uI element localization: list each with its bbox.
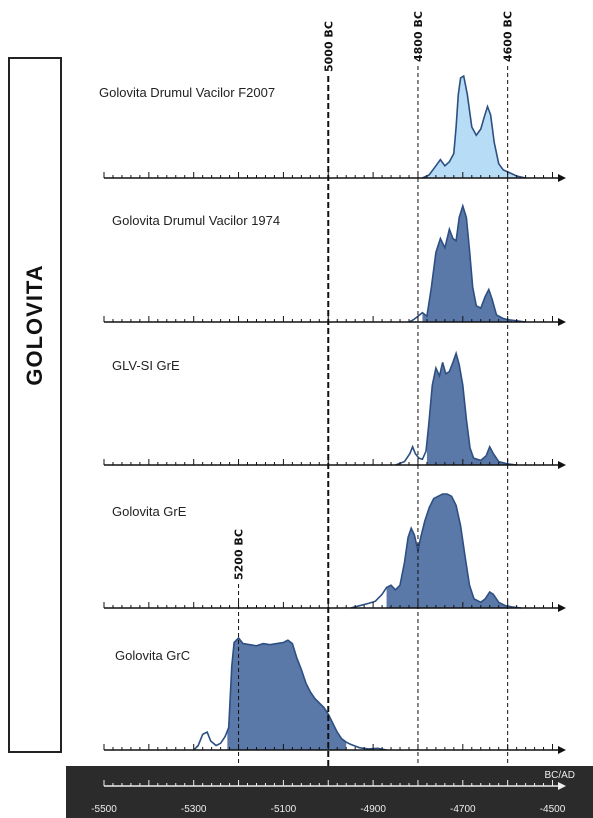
panel-title: Golovita GrC xyxy=(115,648,190,663)
panels-group: Golovita Drumul Vacilor F2007 Golovita Dr… xyxy=(99,74,566,754)
density-fill xyxy=(386,494,508,608)
density-curve xyxy=(422,74,526,179)
density-fill xyxy=(227,638,347,750)
reference-lines-overlay: 5000 BC 4800 BC 4600 BC 5200 BC xyxy=(233,11,515,766)
tick-label: -4700 xyxy=(450,804,476,815)
panel-title: GLV-SI GrE xyxy=(112,358,180,373)
panel-3: GLV-SI GrE xyxy=(103,350,566,469)
axis-title: BC/AD xyxy=(544,770,575,781)
site-label-box xyxy=(8,57,62,753)
panel-1: Golovita Drumul Vacilor F2007 xyxy=(99,74,566,182)
panel-5: Golovita GrC xyxy=(103,636,566,754)
reference-label: 4600 BC xyxy=(502,11,515,62)
panel-2: Golovita Drumul Vacilor 1974 xyxy=(103,203,566,326)
density-fill xyxy=(422,76,517,178)
reference-label: 5000 BC xyxy=(322,21,335,72)
tick-label: -4500 xyxy=(540,804,566,815)
axis-arrow xyxy=(558,746,566,754)
tick-label: -5100 xyxy=(271,804,297,815)
calendar-axis: -5500 -5300 -5100 -4900 -4700 -4500 BC/AD xyxy=(91,770,575,815)
axis-arrow xyxy=(558,782,566,790)
reference-label: 5200 BC xyxy=(233,529,246,580)
tick-label: -4900 xyxy=(360,804,386,815)
density-curve xyxy=(408,203,526,323)
panel-title: Golovita Drumul Vacilor F2007 xyxy=(99,85,275,100)
panel-title: Golovita Drumul Vacilor 1974 xyxy=(112,213,280,228)
density-curve xyxy=(350,493,522,609)
axis-arrow xyxy=(558,604,566,612)
axis-bar xyxy=(66,766,593,818)
density-curve xyxy=(395,350,517,466)
density-curve xyxy=(193,636,387,751)
tick-label: -5500 xyxy=(91,804,117,815)
panel-title: Golovita GrE xyxy=(112,504,187,519)
axis-arrow xyxy=(558,174,566,182)
panel-4: Golovita GrE xyxy=(103,493,566,612)
axis-arrow xyxy=(558,318,566,326)
axis-arrow xyxy=(558,461,566,469)
reference-label: 4800 BC xyxy=(412,11,425,62)
tick-label: -5300 xyxy=(181,804,207,815)
density-fill xyxy=(426,353,508,465)
